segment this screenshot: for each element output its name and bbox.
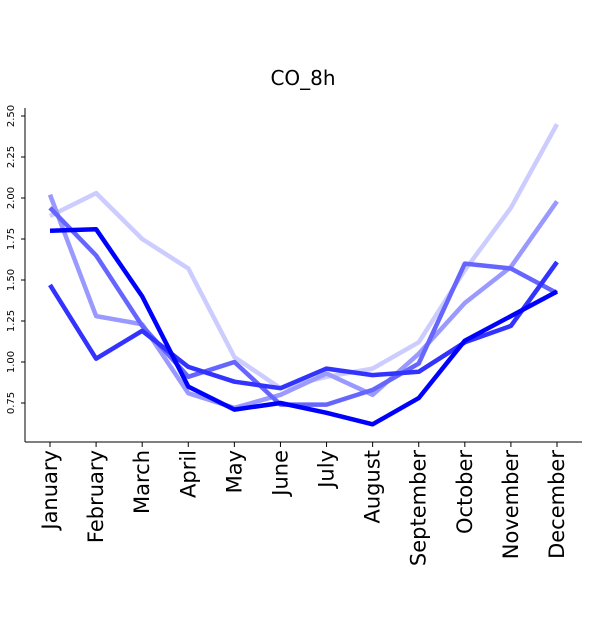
- x-tick-label: August: [361, 450, 385, 524]
- series-line-2: [47, 193, 559, 411]
- x-tick-label: October: [453, 450, 477, 534]
- x-tick-label: March: [130, 450, 154, 514]
- y-tick-label: 1.00: [6, 351, 17, 373]
- y-tick-label: 2.25: [6, 146, 17, 168]
- x-tick-label: January: [38, 450, 62, 532]
- x-tick-label: September: [407, 450, 431, 566]
- series-line-5: [49, 226, 559, 427]
- y-tick-label: 2.00: [6, 187, 17, 209]
- y-tick-label: 0.75: [6, 392, 17, 414]
- x-tick-label: May: [222, 450, 246, 493]
- series-layer: [47, 123, 559, 427]
- chart-title: CO_8h: [270, 66, 335, 90]
- x-tick-label: February: [84, 450, 108, 543]
- series-line-4: [48, 260, 559, 391]
- y-axis-ticks: 0.75 1.00 1.25 1.50 1.75 2.00 2.25 2.50: [6, 105, 25, 414]
- x-tick-label: December: [545, 450, 569, 559]
- series-line-1: [48, 123, 559, 391]
- x-tick-label: April: [176, 450, 200, 498]
- y-tick-label: 1.25: [6, 310, 17, 332]
- y-tick-label: 1.75: [6, 228, 17, 250]
- x-tick-label: July: [315, 450, 339, 490]
- x-tick-label: November: [499, 450, 523, 560]
- y-tick-label: 1.50: [6, 269, 17, 291]
- y-tick-label: 2.50: [6, 105, 17, 127]
- x-tick-label: June: [268, 450, 292, 498]
- x-axis-ticks: January February March April May June July Augu…: [38, 442, 569, 566]
- series-line-3: [48, 206, 559, 407]
